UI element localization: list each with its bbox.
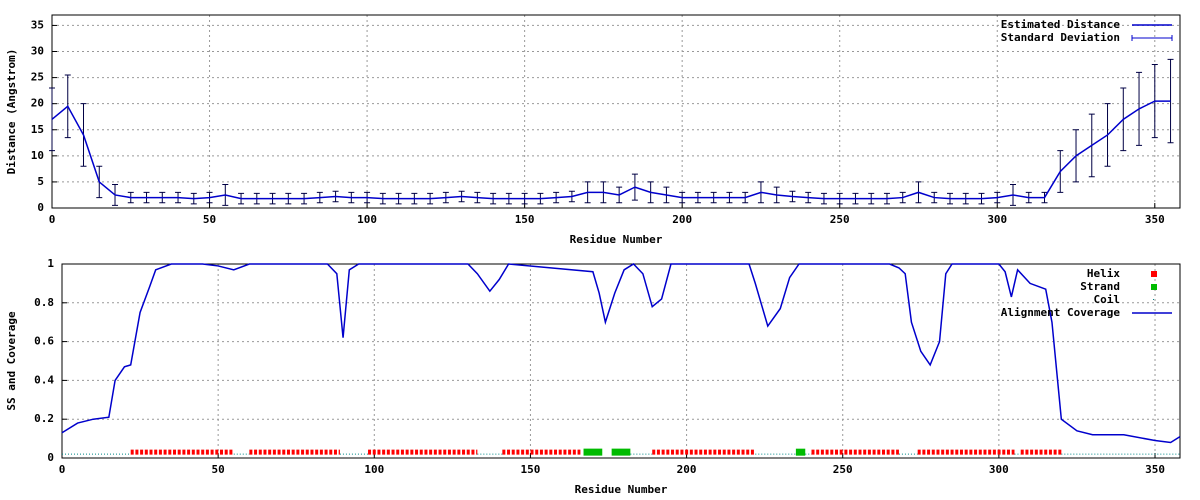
x-tick-label: 100 [357, 213, 377, 226]
legend-label: Coil [1094, 293, 1121, 306]
x-tick-label: 350 [1145, 213, 1165, 226]
error-bar [49, 87, 55, 152]
legend-swatch [1151, 284, 1157, 290]
x-tick-label: 50 [203, 213, 216, 226]
x-axis-label: Residue Number [575, 483, 668, 496]
x-tick-label: 100 [364, 463, 384, 476]
x-axis-label: Residue Number [570, 233, 663, 246]
x-tick-label: 200 [672, 213, 692, 226]
y-tick-label: 0 [37, 201, 44, 214]
y-tick-label: 20 [31, 97, 44, 110]
y-tick-label: 0.6 [34, 335, 54, 348]
y-tick-label: 25 [31, 71, 44, 84]
y-tick-label: 15 [31, 123, 44, 136]
x-tick-label: 0 [59, 463, 66, 476]
legend-label: Standard Deviation [1001, 31, 1120, 44]
x-tick-label: 0 [49, 213, 56, 226]
legend-label: Alignment Coverage [1001, 306, 1121, 319]
y-tick-label: 0.2 [34, 412, 54, 425]
plot-frame [61, 263, 1181, 459]
y-tick-label: 0 [47, 451, 54, 464]
y-tick-label: 30 [31, 45, 44, 58]
x-tick-label: 150 [520, 463, 540, 476]
data-line [61, 263, 1181, 444]
y-tick-label: 5 [37, 175, 44, 188]
y-axis-label: Distance (Angstrom) [5, 49, 18, 175]
y-tick-label: 35 [31, 18, 44, 31]
y-axis-label: SS and Coverage [5, 311, 18, 411]
x-tick-label: 350 [1145, 463, 1165, 476]
legend-swatch [1153, 299, 1154, 300]
y-tick-label: 0.8 [34, 296, 54, 309]
legend-label: Helix [1087, 267, 1120, 280]
data-line [51, 100, 1171, 200]
legend-swatch [1131, 35, 1173, 41]
x-tick-label: 300 [987, 213, 1007, 226]
y-tick-label: 0.4 [34, 373, 54, 386]
y-tick-label: 10 [31, 149, 44, 162]
y-tick-label: 1 [47, 257, 54, 270]
error-bar [1167, 58, 1174, 144]
legend-label: Estimated Distance [1001, 18, 1121, 31]
x-tick-label: 300 [989, 463, 1009, 476]
x-tick-label: 150 [515, 213, 535, 226]
legend-swatch [1151, 271, 1157, 277]
x-tick-label: 250 [833, 463, 853, 476]
x-tick-label: 250 [830, 213, 850, 226]
legend-label: Strand [1080, 280, 1120, 293]
x-tick-label: 200 [677, 463, 697, 476]
x-tick-label: 50 [212, 463, 225, 476]
